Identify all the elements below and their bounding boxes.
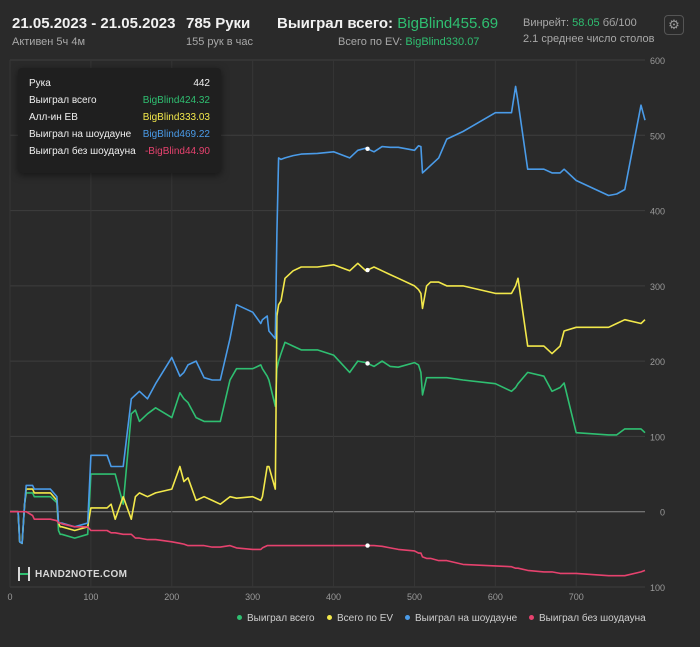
- hover-marker: [365, 267, 370, 273]
- x-tick-label: 500: [407, 592, 422, 602]
- hands-per-hour: 155 рук в час: [186, 36, 254, 48]
- winrate-value: 58.05: [572, 17, 600, 29]
- tooltip-hand-row: Рука 442: [29, 76, 210, 92]
- hover-marker: [365, 146, 370, 152]
- stats-header: 21.05.2023 - 21.05.2023 Активен 5ч 4м 78…: [0, 0, 700, 52]
- legend-item-ev[interactable]: Всего по EV: [327, 613, 393, 624]
- ev-total: Всего по EV: BigBlind330.07: [338, 36, 479, 48]
- hover-marker: [365, 543, 370, 548]
- x-tick-label: 0: [7, 592, 12, 602]
- tooltip-row: Выиграл без шоудауна -BigBlind44.90: [29, 144, 210, 160]
- legend-label: Всего по EV: [337, 613, 394, 624]
- x-tick-label: 200: [164, 592, 179, 602]
- tooltip-row-label: Алл-ин ЕВ: [29, 112, 78, 123]
- logo-text: HAND2NOTE.COM: [35, 568, 128, 580]
- chart-legend: Выиграл всего Всего по EV Выиграл на шоу…: [0, 613, 700, 629]
- won-total: Выиграл всего: BigBlind455.69: [277, 15, 498, 32]
- tooltip-hand-value: 442: [193, 78, 210, 89]
- hover-marker: [365, 361, 370, 366]
- avg-tables: 2.1 среднее число столов: [523, 33, 655, 45]
- ev-value: BigBlind330.07: [405, 36, 480, 48]
- hands-count: 785 Руки: [186, 15, 251, 32]
- legend-item-showdown[interactable]: Выиграл на шоудауне: [405, 613, 517, 624]
- hand-tooltip: Рука 442 Выиграл всего BigBlind424.32 Ал…: [18, 68, 221, 173]
- series-line: [10, 85, 646, 545]
- y-tick-label: 100: [650, 583, 665, 593]
- ev-label: Всего по EV:: [338, 36, 403, 48]
- tooltip-row-value: BigBlind333.03: [142, 112, 210, 123]
- date-range: 21.05.2023 - 21.05.2023: [12, 15, 176, 32]
- tooltip-hand-label: Рука: [29, 78, 51, 89]
- y-tick-label: 100: [650, 432, 665, 442]
- tooltip-row-value: BigBlind469.22: [142, 129, 210, 140]
- y-tick-label: 300: [650, 282, 665, 292]
- y-tick-label: 0: [660, 508, 665, 518]
- series-line: [10, 341, 646, 545]
- tooltip-row-value: BigBlind424.32: [142, 95, 210, 106]
- x-tick-label: 700: [569, 592, 584, 602]
- legend-dot-icon: [327, 614, 332, 620]
- tooltip-row-value: -BigBlind44.90: [144, 146, 210, 157]
- tooltip-row-label: Выиграл всего: [29, 95, 97, 106]
- tooltip-row: Алл-ин ЕВ BigBlind333.03: [29, 110, 210, 126]
- y-tick-label: 500: [650, 131, 665, 141]
- tooltip-row: Выиграл на шоудауне BigBlind469.22: [29, 127, 210, 143]
- winrate-label: Винрейт:: [523, 17, 570, 29]
- legend-dot-icon: [405, 614, 410, 620]
- legend-item-won-total[interactable]: Выиграл всего: [237, 613, 315, 624]
- won-total-value: BigBlind455.69: [397, 15, 499, 32]
- x-tick-label: 300: [245, 592, 260, 602]
- legend-dot-icon: [529, 614, 534, 620]
- settings-gear-icon[interactable]: ⚙: [664, 15, 684, 35]
- x-tick-label: 100: [83, 592, 98, 602]
- active-time: Активен 5ч 4м: [12, 36, 86, 48]
- y-tick-label: 200: [650, 357, 665, 367]
- hand2note-logo-icon: [18, 567, 30, 581]
- legend-label: Выиграл всего: [247, 613, 315, 624]
- winrate: Винрейт: 58.05 бб/100: [523, 17, 637, 29]
- tooltip-row-label: Выиграл без шоудауна: [29, 146, 136, 157]
- series-line: [10, 262, 646, 545]
- legend-label: Выиграл без шоудауна: [539, 613, 646, 624]
- x-tick-label: 400: [326, 592, 341, 602]
- tooltip-row-label: Выиграл на шоудауне: [29, 129, 132, 140]
- legend-dot-icon: [237, 614, 242, 620]
- legend-label: Выиграл на шоудауне: [415, 613, 518, 624]
- series-line: [10, 510, 646, 577]
- tooltip-row: Выиграл всего BigBlind424.32: [29, 93, 210, 109]
- legend-item-non-showdown[interactable]: Выиграл без шоудауна: [529, 613, 646, 624]
- y-tick-label: 400: [650, 207, 665, 217]
- y-tick-label: 600: [650, 56, 665, 66]
- x-tick-label: 600: [488, 592, 503, 602]
- winrate-unit: бб/100: [602, 17, 637, 29]
- hand2note-logo: HAND2NOTE.COM: [18, 566, 127, 582]
- won-total-label: Выиграл всего:: [277, 15, 394, 32]
